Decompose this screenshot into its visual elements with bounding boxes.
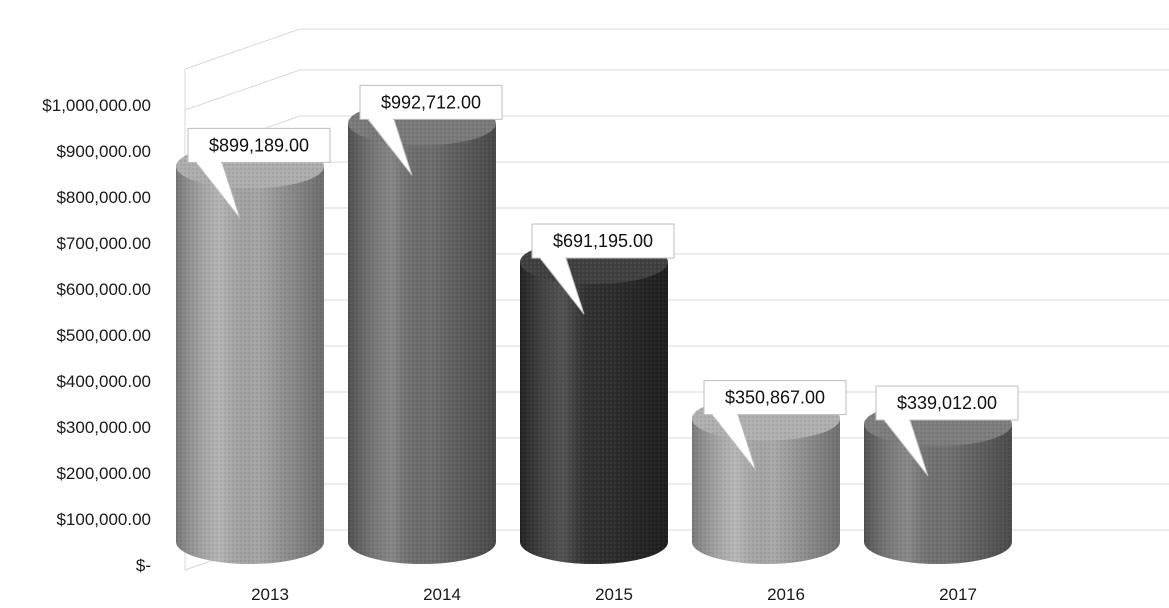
bar-2013: $899,189.00	[176, 127, 331, 565]
gridline-wall	[184, 28, 301, 70]
data-label: $992,712.00	[381, 92, 481, 112]
x-tick-label: 2015	[595, 585, 633, 604]
bar-shading	[864, 424, 1012, 564]
bar-2017: $339,012.00	[864, 385, 1019, 564]
gridlines	[184, 28, 1169, 571]
y-tick-label: $400,000.00	[56, 372, 151, 391]
x-tick-label: 2017	[939, 585, 977, 604]
data-label-callout: $899,189.00	[187, 127, 331, 219]
y-tick-label: $300,000.00	[56, 418, 151, 437]
y-tick-label: $600,000.00	[56, 280, 151, 299]
callout-box	[187, 127, 331, 163]
callout-joint	[369, 117, 393, 122]
callout-joint	[541, 256, 565, 261]
data-label-callout: $339,012.00	[875, 385, 1019, 477]
callout-box	[875, 385, 1019, 421]
y-tick-label: $1,000,000.00	[42, 96, 151, 115]
y-tick-label: $-	[136, 556, 151, 575]
gridline-wall	[184, 69, 301, 111]
callout-joint	[197, 160, 221, 165]
x-axis-tick-labels: 2013 2014 2015 2016 2017	[251, 585, 977, 604]
data-label: $350,867.00	[725, 388, 825, 408]
bar-shading	[348, 123, 496, 564]
y-axis-tick-labels: $- $100,000.00 $200,000.00 $300,000.00 $400,…	[42, 96, 151, 575]
callout-joint	[885, 418, 909, 423]
y-tick-label: $200,000.00	[56, 464, 151, 483]
bar-shading	[520, 262, 668, 564]
data-label-callout: $992,712.00	[359, 84, 503, 176]
data-label-callout: $350,867.00	[703, 380, 847, 471]
data-label: $339,012.00	[897, 393, 997, 413]
bar-2015: $691,195.00	[520, 223, 675, 564]
x-tick-label: 2013	[251, 585, 289, 604]
y-tick-label: $500,000.00	[56, 326, 151, 345]
bar-shading	[692, 418, 840, 564]
callout-box	[703, 380, 847, 416]
data-label: $899,189.00	[209, 135, 309, 155]
data-label-callout: $691,195.00	[531, 223, 675, 315]
y-tick-label: $100,000.00	[56, 510, 151, 529]
callout-box	[531, 223, 675, 259]
callout-box	[359, 84, 503, 120]
bars: $899,189.00 $992,712.00 $691,195.00 $350,86…	[176, 84, 1019, 565]
y-tick-label: $800,000.00	[56, 188, 151, 207]
bar-2016: $350,867.00	[692, 380, 847, 564]
y-tick-label: $700,000.00	[56, 234, 151, 253]
callout-joint	[713, 412, 737, 417]
x-tick-label: 2016	[767, 585, 805, 604]
bar-shading	[176, 166, 324, 565]
bar-2014: $992,712.00	[348, 84, 503, 564]
x-tick-label: 2014	[423, 585, 461, 604]
data-label: $691,195.00	[553, 231, 653, 251]
y-tick-label: $900,000.00	[56, 142, 151, 161]
